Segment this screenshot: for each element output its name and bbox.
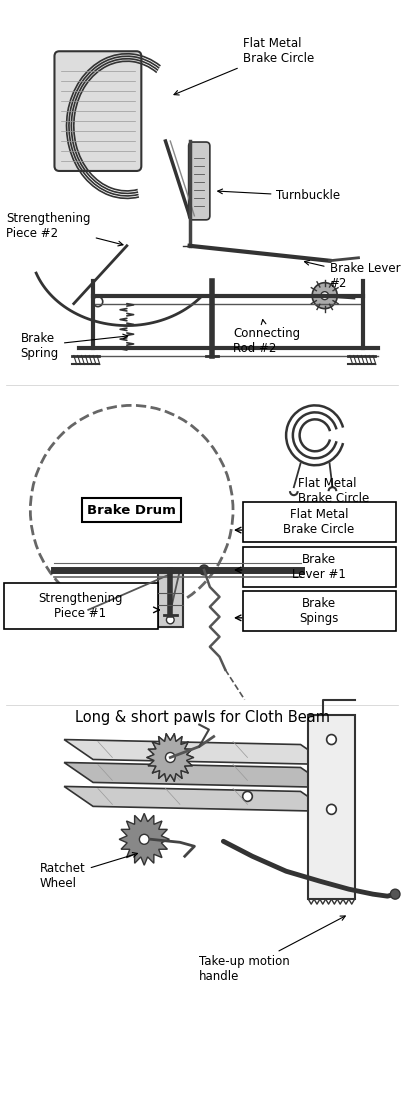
FancyBboxPatch shape — [188, 142, 210, 220]
Text: Brake
Lever #1: Brake Lever #1 — [292, 553, 346, 581]
FancyBboxPatch shape — [54, 51, 141, 171]
FancyBboxPatch shape — [243, 502, 396, 542]
Circle shape — [321, 292, 329, 300]
FancyBboxPatch shape — [243, 547, 396, 586]
Bar — [308, 715, 354, 899]
Polygon shape — [64, 786, 329, 812]
Circle shape — [327, 735, 336, 745]
Circle shape — [312, 283, 337, 309]
FancyBboxPatch shape — [243, 591, 396, 631]
Circle shape — [327, 804, 336, 814]
Polygon shape — [119, 813, 169, 865]
Text: Brake Lever
#2: Brake Lever #2 — [305, 261, 400, 290]
Circle shape — [166, 753, 175, 763]
Text: Strengthening
Piece #2: Strengthening Piece #2 — [6, 212, 123, 246]
Text: Strengthening
Piece #1: Strengthening Piece #1 — [38, 592, 123, 620]
Text: Flat Metal
Brake Circle: Flat Metal Brake Circle — [283, 508, 354, 536]
Text: Long & short pawls for Cloth Beam: Long & short pawls for Cloth Beam — [74, 710, 329, 725]
Text: Connecting
Rod #2: Connecting Rod #2 — [233, 320, 300, 355]
Polygon shape — [64, 739, 329, 765]
Text: Brake Drum: Brake Drum — [87, 504, 176, 516]
FancyBboxPatch shape — [4, 583, 158, 629]
Polygon shape — [147, 734, 193, 782]
Circle shape — [93, 297, 103, 307]
Text: Turnbuckle: Turnbuckle — [218, 190, 341, 203]
Text: Flat Metal
Brake Circle: Flat Metal Brake Circle — [174, 37, 314, 95]
Text: Brake
Spring: Brake Spring — [21, 331, 128, 359]
Circle shape — [390, 889, 400, 899]
Bar — [158, 570, 183, 627]
Circle shape — [166, 615, 174, 623]
Polygon shape — [64, 763, 329, 787]
Circle shape — [243, 792, 253, 802]
Text: Take-up motion
handle: Take-up motion handle — [199, 917, 345, 983]
Text: Flat Metal
Brake Circle: Flat Metal Brake Circle — [298, 477, 369, 505]
Circle shape — [139, 834, 149, 844]
Text: Brake
Spings: Brake Spings — [299, 597, 339, 624]
Circle shape — [199, 565, 209, 575]
Text: Ratchet
Wheel: Ratchet Wheel — [40, 853, 138, 890]
